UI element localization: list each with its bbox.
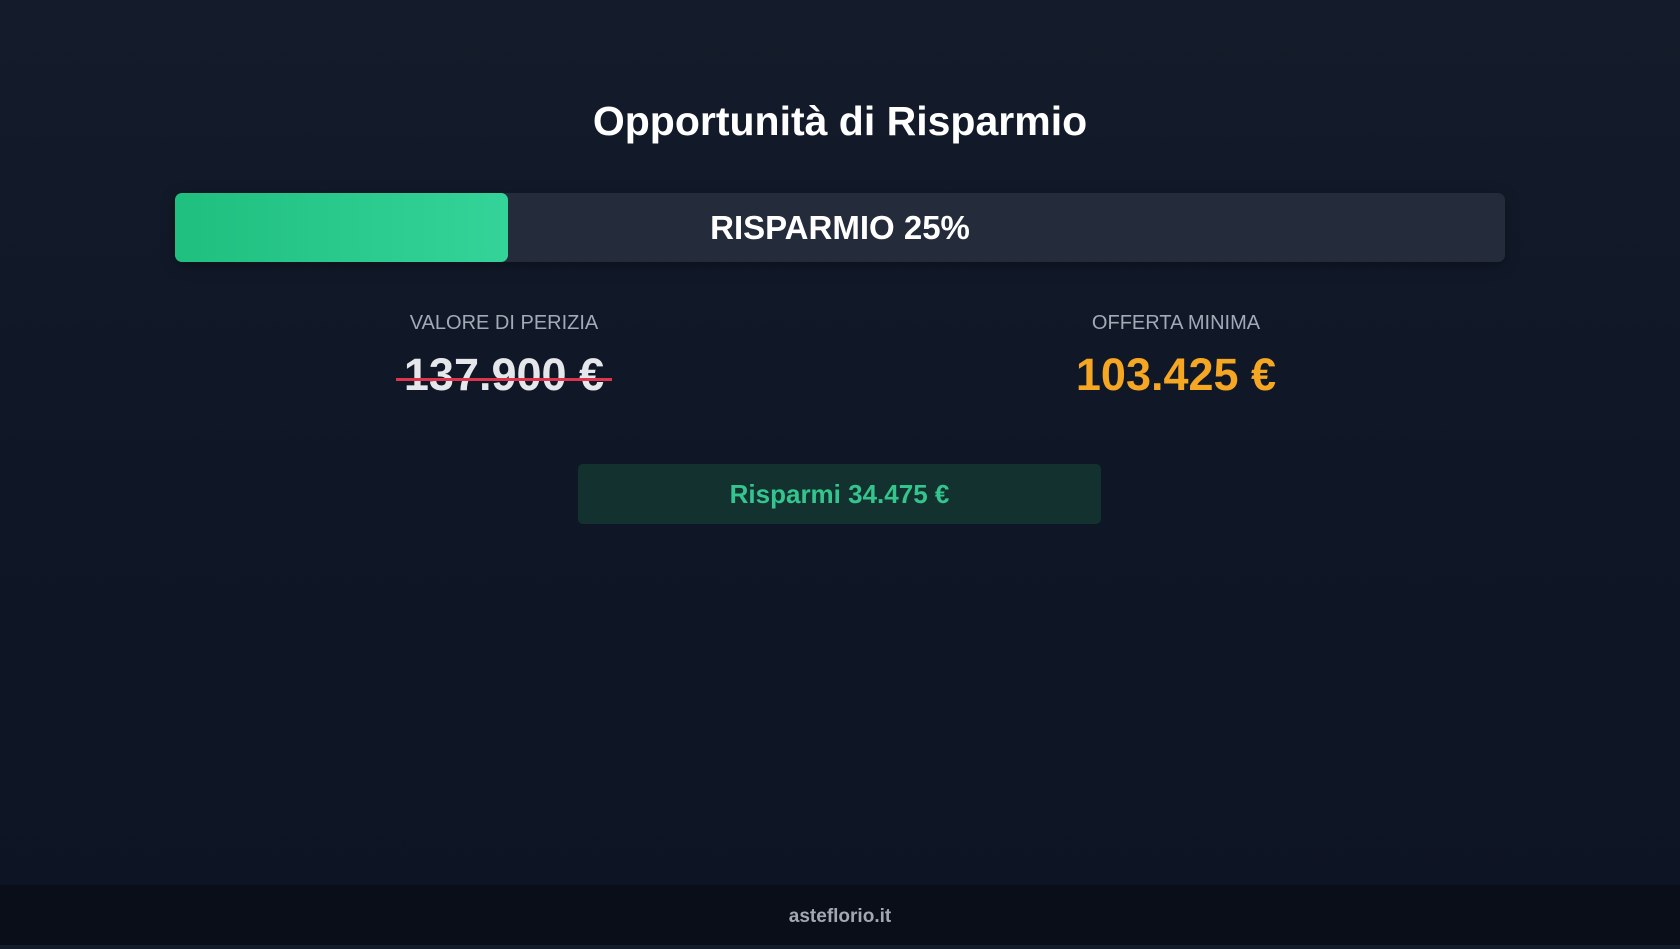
minimum-offer-block: OFFERTA MINIMA 103.425 €: [976, 312, 1376, 401]
progress-label: RISPARMIO 25%: [710, 209, 970, 246]
appraisal-value: 137.900 €: [395, 349, 613, 400]
footer: asteflorio.it: [0, 885, 1680, 945]
appraisal-value-block: VALORE DI PERIZIA 137.900 €: [304, 312, 704, 401]
page-title: Opportunità di Risparmio: [592, 98, 1088, 144]
savings-badge: Risparmi 34.475 €: [578, 464, 1101, 524]
footer-site: asteflorio.it: [788, 906, 892, 927]
savings-progress-bar: RISPARMIO 25%: [175, 193, 1505, 262]
appraisal-label: VALORE DI PERIZIA: [409, 312, 599, 334]
progress-fill: [175, 193, 508, 262]
minimum-offer-value: 103.425 €: [1075, 349, 1277, 400]
minimum-offer-label: OFFERTA MINIMA: [1091, 312, 1261, 334]
